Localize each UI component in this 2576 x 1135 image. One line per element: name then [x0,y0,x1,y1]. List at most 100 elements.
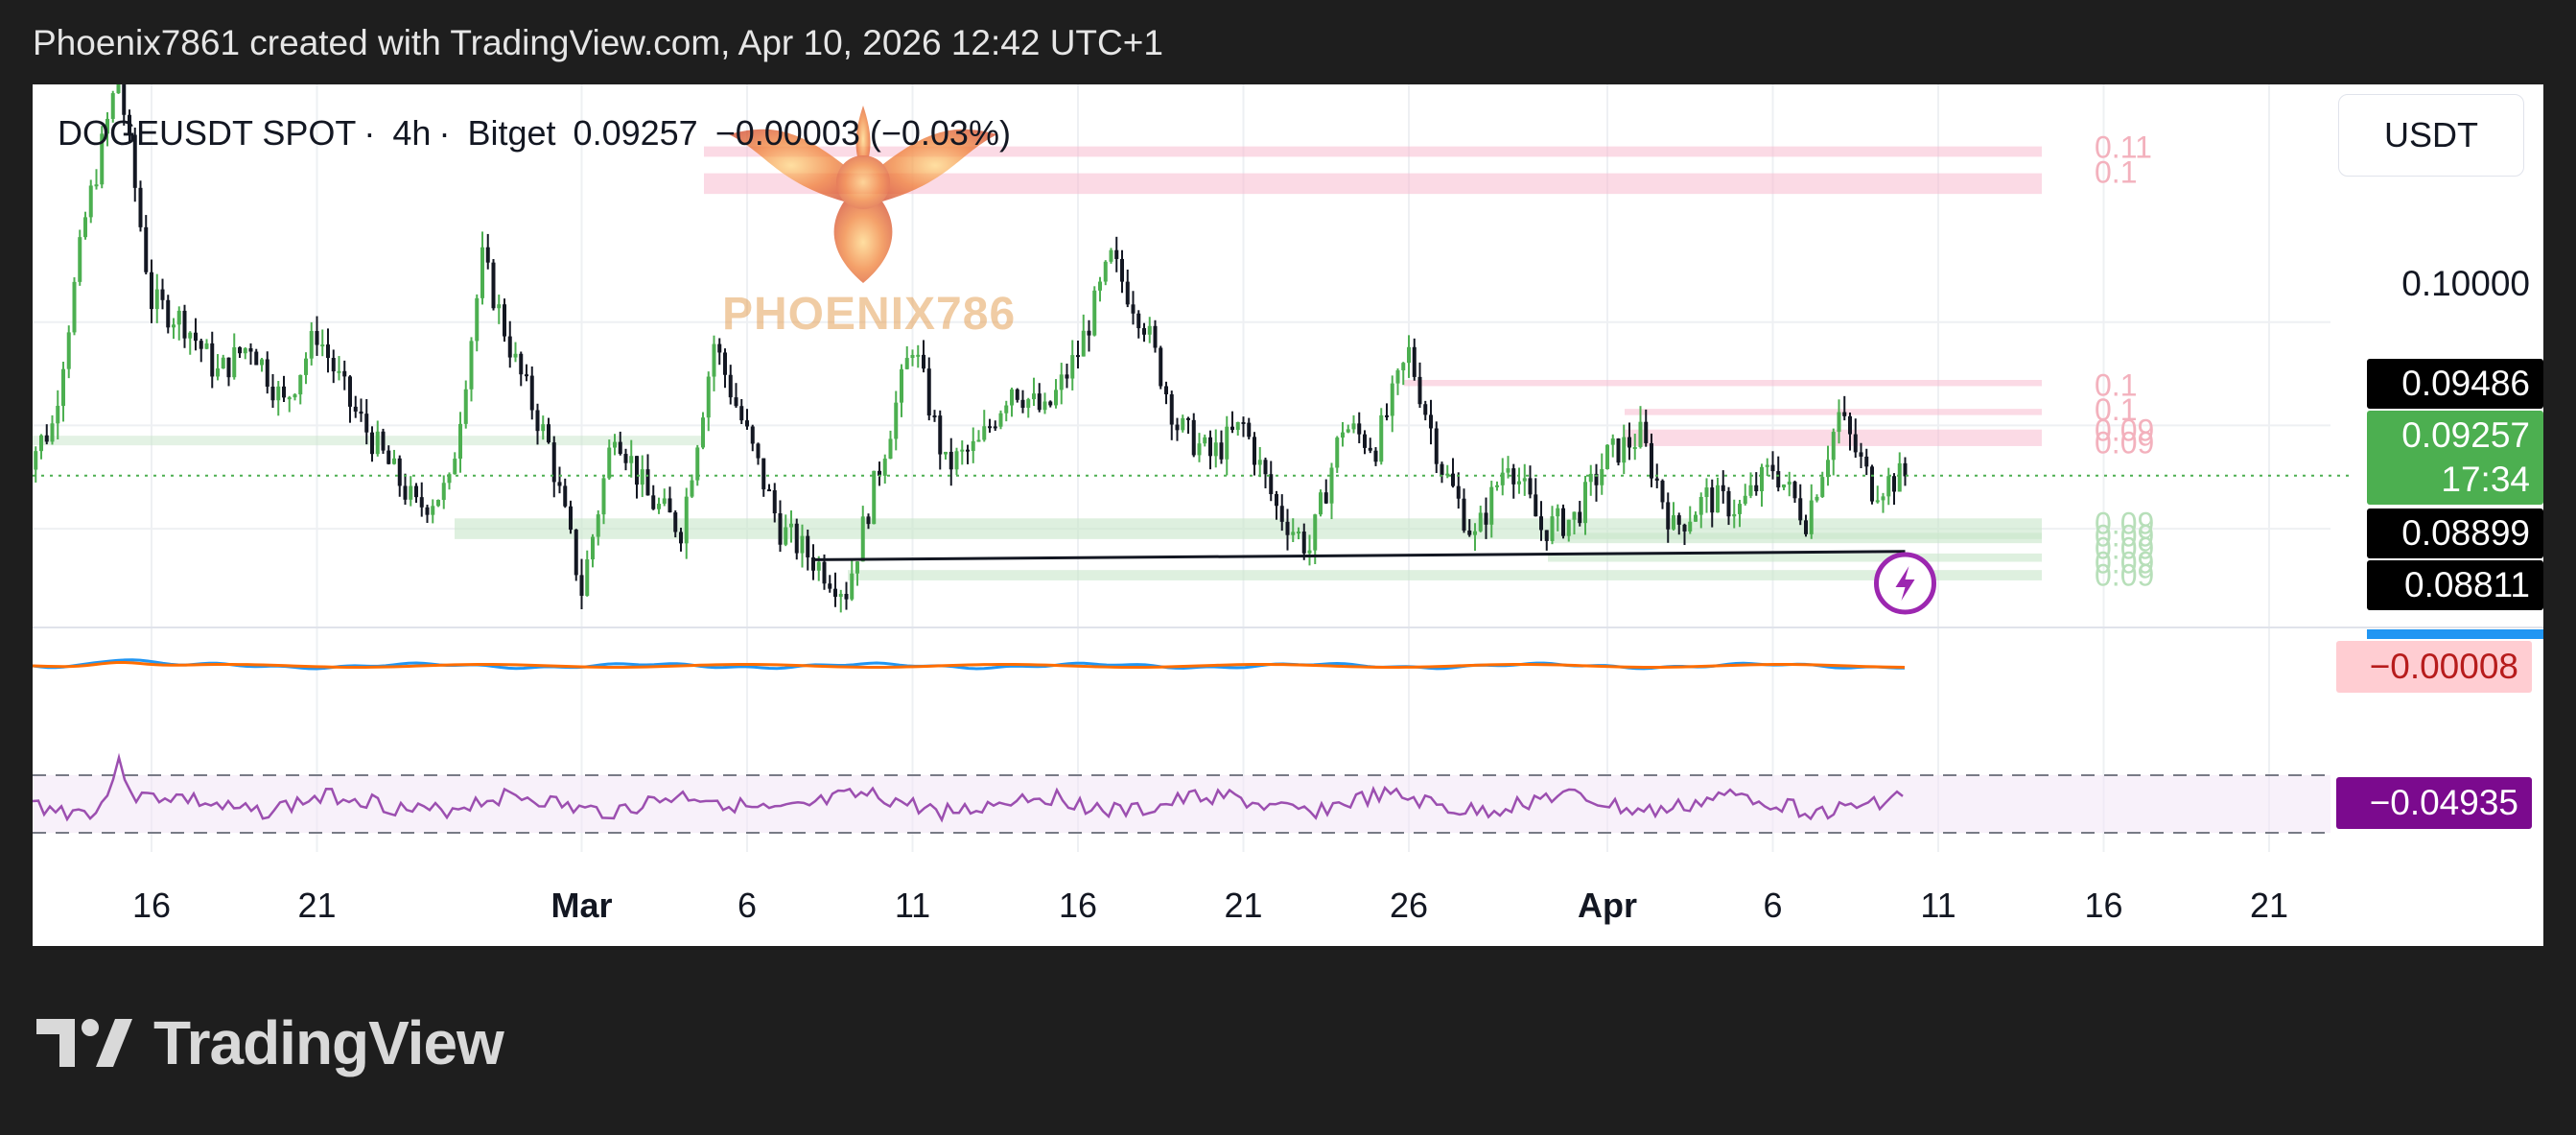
candle-body [1610,438,1615,445]
candle-body [878,470,881,476]
candle-body [1020,399,1025,409]
watermark-text: PHOENIX786 [722,289,1017,340]
x-axis-tick-label: 26 [1390,886,1428,925]
candle-body [453,459,457,475]
candle-body [1147,325,1152,335]
candle-body [816,561,821,571]
candle-body [1694,514,1698,522]
candle-body [226,357,231,378]
candle-body [900,368,903,403]
candle-body [1032,393,1036,400]
candle-body [778,513,783,545]
candle-body [1263,460,1268,475]
candle-body [337,370,341,373]
currency-unit-button[interactable]: USDT [2338,94,2524,177]
support-zone-label: 0.09 [2095,507,2154,541]
candle-body [1556,508,1560,517]
price-chart[interactable]: 0.110.10.10.10.090.090.090.090.090.090.0… [33,84,2543,946]
macd-value-label: −0.00008 [2336,641,2532,693]
candle-body [960,449,965,452]
candle-body [723,352,727,375]
separator: · [438,113,451,153]
candle-body [651,495,656,509]
resistance-zone-label: 0.1 [2095,154,2137,189]
candle-body [1721,485,1725,491]
candle-body [1417,376,1422,405]
candle-body [122,84,127,115]
support-trendline [812,550,1906,561]
candle-body [458,423,462,460]
candle-body [409,485,413,500]
candle-body [525,374,528,377]
symbol-exchange: Bitget [467,113,556,153]
candle-body [844,593,849,600]
candle-body [485,247,490,263]
candle-body [640,469,644,485]
candle-body [56,405,60,424]
x-axis-tick-label: 11 [895,886,930,925]
candle-body [1059,374,1064,390]
x-axis-tick-label: Apr [1578,886,1637,925]
candle-body [988,426,992,429]
candle-body [1561,508,1565,536]
candle-body [210,343,215,377]
candle-body [414,485,418,498]
candle-body [370,432,374,455]
candle-body [1776,471,1781,488]
candle-body [982,426,987,440]
candle-body [320,344,325,347]
candle-body [882,459,887,476]
candle-body [1859,452,1863,457]
candle-body [596,514,600,537]
candle-body [811,556,815,571]
candle-body [1848,415,1852,435]
candle-body [1539,516,1543,531]
candle-body [1037,393,1042,411]
candle-body [1506,468,1510,473]
candle-body [591,536,595,560]
chart-attribution: Phoenix7861 created with TradingView.com… [33,23,1163,62]
candle-body [926,368,931,416]
candle-body [254,351,259,366]
tradingview-brand: TradingView [153,1008,504,1077]
candle-body [1235,421,1240,431]
last-price-value: 0.09257 [2401,415,2530,455]
candle-body [1875,500,1880,503]
candle-body [160,289,165,300]
candle-body [1197,443,1202,456]
x-axis-tick-label: 16 [132,886,171,925]
candle-body [248,348,253,352]
candle-body [1826,460,1830,478]
candle-body [1329,467,1334,504]
candle-body [541,424,546,432]
candle-body [1169,394,1174,425]
oscillator-band [33,775,2330,833]
candle-body [265,359,269,388]
candle-body [1010,389,1014,406]
candle-body [1451,473,1455,486]
candle-body [728,374,733,398]
chart-panel[interactable]: 0.11 0.1 0.1 0.1 0.09 0.09 0.09 0.09 0.09 0.09 0.0… [33,84,2543,946]
candle-body [1092,290,1097,336]
candle-body [667,498,672,513]
candle-body [954,451,959,470]
candle-body [1301,532,1306,554]
candle-body [784,527,788,545]
support-zone-label: 0.09 [2095,519,2154,554]
candle-body [260,359,264,366]
candle-body [72,281,77,333]
x-axis-tick-label: 21 [297,886,336,925]
candle-body [1809,500,1814,534]
last-price-label: 0.09257 17:34 [2367,411,2543,505]
candle-body [447,474,452,484]
candle-body [1357,423,1362,435]
candle-body [1484,512,1488,525]
candle-body [116,84,121,94]
macd-pane [33,658,1906,671]
candle-body [66,332,71,369]
candle-body [712,343,716,377]
candle-body [1534,494,1538,517]
candle-body [176,310,181,325]
symbol-change: −0.00003 (−0.03%) [714,113,1011,153]
candle-body [569,506,573,531]
